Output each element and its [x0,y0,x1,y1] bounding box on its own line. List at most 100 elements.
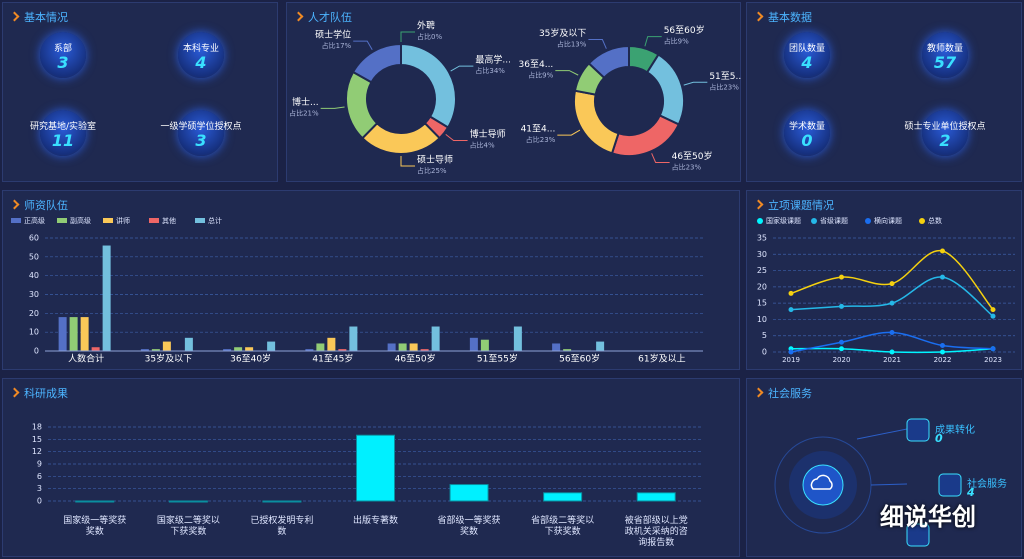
slice-value: 占比9% [528,71,553,80]
projects-panel: 立项课题情况 0 5 10 15 20 25 30 35 2019 2020 2021 2022 2023… [746,190,1022,370]
x-tick-label: 2023 [984,356,1002,364]
donut-slice [573,89,620,155]
point [788,349,794,355]
basic-data-panel: 基本数据 团队数量 4 教师数量 57 学术数量 0 硕士专业单位授权点 2 [746,2,1022,182]
leader-line [588,39,607,49]
bar [349,326,358,351]
x-tick-label: 46至50岁 [395,353,436,365]
stat-circle [784,32,830,78]
y-tick-label: 20 [757,282,767,291]
legend-label: 正高级 [24,216,45,225]
y-tick-label: 9 [37,460,42,469]
slice-label: 博士... [292,96,319,108]
y-tick-label: 12 [32,447,42,456]
point [788,290,794,296]
leader-line [400,31,415,42]
legend-label: 国家级课题 [766,216,801,225]
stat-value: 0 [801,131,813,150]
point [990,346,996,352]
bar [543,492,583,502]
legend-marker [865,218,871,224]
bar [245,347,254,351]
slice-label: 硕士导师 [417,154,453,166]
legend-label: 横向课题 [874,216,902,225]
bar [356,434,395,502]
service-label: 成果转化 [935,425,975,436]
bar [80,317,89,351]
stat-value: 57 [933,53,957,72]
slice-value: 占比25% [417,166,447,175]
bar [431,326,440,351]
stat-label: 学术数量 [788,122,825,132]
y-tick-label: 25 [757,266,767,275]
y-tick-label: 20 [29,309,39,318]
service-label: 社会服务 [967,479,1007,490]
bar [58,317,67,351]
legend-label: 省级课题 [820,216,848,225]
stat-circle [178,32,224,78]
stat-label: 本科专业 [182,44,219,54]
legend-swatch [149,218,159,223]
x-tick-label: 省部级二等奖以下获奖数 [531,516,595,537]
slice-label: 51至5... [709,71,742,82]
x-tick-label: 已授权发明专利数 [250,516,314,537]
y-tick-label: 10 [29,328,39,337]
y-tick-label: 35 [757,234,767,243]
stat-label: 教师数量 [926,44,963,54]
point [940,248,945,254]
legend-label: 其他 [162,216,176,225]
panel-title: 社会服务 [755,385,812,401]
bar-chart: 0 3 6 9 12 15 18 [32,423,703,506]
x-tick-label: 出版专著数 [352,516,398,526]
legend-marker [757,218,763,224]
stat-value: 3 [57,53,69,72]
slice-label: 博士导师 [470,128,506,140]
y-tick-label: 18 [32,423,42,432]
bar [75,500,115,503]
bar [636,492,676,502]
slice-value: 占比23% [672,162,702,171]
bar [563,349,572,351]
bar [409,343,418,351]
panel-title: 科研成果 [11,385,68,401]
slice-value: 占比34% [475,66,505,75]
donut-slice [610,114,681,157]
stat-value: 11 [51,131,75,150]
y-tick-label: 0 [34,347,39,356]
point [940,349,945,355]
leader-line [557,129,581,136]
panel-title: 基本数据 [755,9,812,25]
bar [513,326,522,351]
legend-label: 总数 [928,216,942,225]
bar [480,339,489,351]
point [940,274,945,280]
stat-label: 研究基地/实验室 [29,122,97,132]
leader-line [320,106,345,109]
legend-marker [919,218,925,224]
bar [151,349,160,351]
bar [91,347,100,351]
point [940,342,945,348]
stat-circle [40,32,86,78]
bar [398,343,407,351]
stat-circle [922,110,968,156]
slice-value: 占比23% [526,135,556,144]
watermark: 细说华创 [880,503,976,531]
point [990,307,996,313]
bar [102,245,111,351]
slice-label: 外聘 [417,20,435,32]
slice-value: 占比13% [557,40,587,49]
bar [262,500,302,503]
bar [305,349,314,351]
slice-label: 41至4... [521,124,556,135]
x-tick-label: 36至40岁 [230,353,271,365]
research-panel: 科研成果 0 3 6 9 12 15 18 国家级一等奖获奖数 国家级二等奖以下获奖数 已授权发明专… [2,378,740,557]
point [788,307,794,313]
stat-value: 3 [195,131,207,150]
slice-label: 最高学... [475,54,511,66]
point [889,349,895,355]
slice-label: 46至50岁 [672,150,713,162]
leader-line [450,65,474,72]
